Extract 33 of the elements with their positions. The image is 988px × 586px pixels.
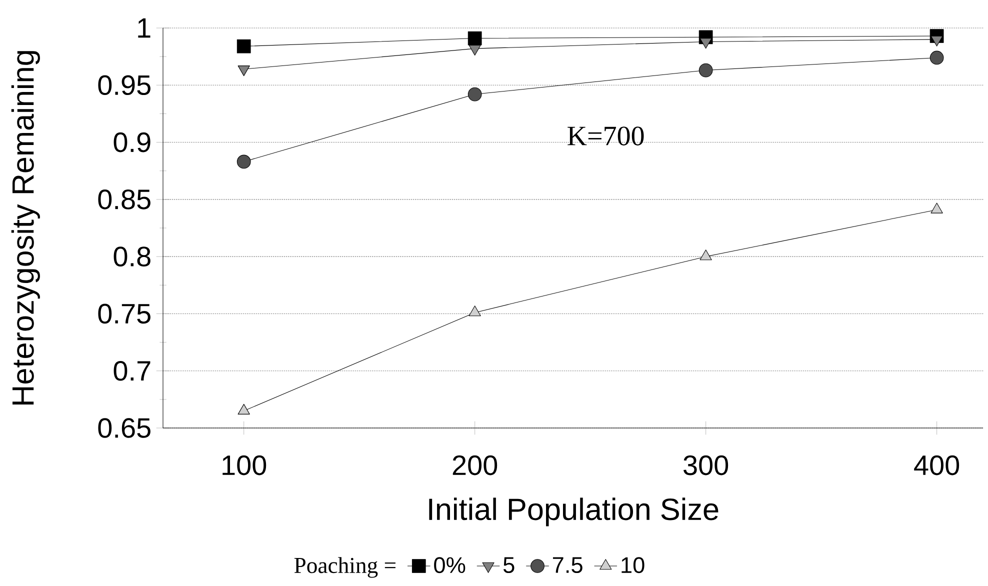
point bbox=[698, 63, 713, 78]
y-tick-label: 0.75 bbox=[98, 304, 150, 324]
point bbox=[236, 39, 251, 54]
y-axis-title: Heterozygosity Remaining bbox=[11, 51, 40, 404]
legend-label: 0% bbox=[434, 557, 466, 574]
y-tick-label: 0.85 bbox=[98, 190, 150, 210]
point bbox=[930, 50, 944, 65]
point bbox=[468, 44, 481, 56]
point bbox=[238, 404, 250, 414]
y-tick-label: 0.7 bbox=[114, 360, 150, 381]
annotation: K=700 bbox=[568, 126, 644, 146]
point bbox=[700, 250, 712, 260]
y-tick-label: 0.8 bbox=[114, 246, 150, 266]
legend-label: 7.5 bbox=[552, 557, 582, 574]
x-tick-label: 100 bbox=[222, 455, 266, 476]
point bbox=[930, 202, 943, 214]
point bbox=[930, 36, 943, 46]
legend-label: 10 bbox=[622, 557, 644, 574]
point bbox=[236, 154, 251, 169]
y-tick-label: 1 bbox=[138, 18, 150, 38]
x-tick-label: 400 bbox=[914, 455, 960, 476]
x-tick-label: 300 bbox=[684, 455, 728, 476]
y-tick-label: 0.95 bbox=[98, 75, 150, 96]
x-axis-title: Initial Population Size bbox=[429, 498, 718, 526]
x-tick-label: 200 bbox=[452, 455, 498, 476]
point bbox=[468, 87, 482, 102]
point bbox=[468, 31, 482, 46]
point bbox=[468, 306, 481, 316]
y-tick-label: 0.9 bbox=[114, 132, 150, 152]
y-tick-label: 0.65 bbox=[98, 418, 150, 438]
point bbox=[700, 38, 712, 49]
legend-label: 5 bbox=[503, 557, 514, 574]
legend-title: Poaching = bbox=[294, 557, 396, 578]
